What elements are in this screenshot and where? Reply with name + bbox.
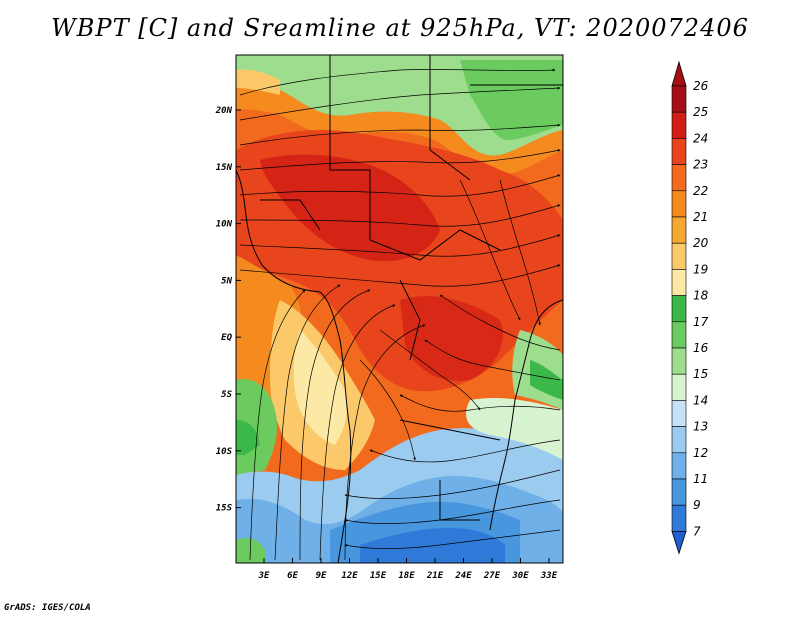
colorbar-segment	[671, 242, 687, 270]
colorbar-segment	[671, 295, 687, 323]
latitude-axis: 20N 15N 10N 5N EQ 5S 10S 15S	[215, 106, 241, 514]
colorbar-max-arrow	[671, 60, 687, 87]
colorbar-segment	[671, 216, 687, 244]
colorbar-segment	[671, 426, 687, 454]
lon-tick-label: 33E	[540, 571, 558, 581]
lon-tick-label: 12E	[341, 571, 358, 581]
colorbar-label: 11	[693, 472, 708, 486]
lon-tick-label: 18E	[398, 571, 415, 581]
colorbar-label: 17	[693, 315, 709, 329]
colorbar-label: 18	[693, 289, 709, 303]
colorbar-segment	[671, 269, 687, 296]
lat-tick-label: EQ	[221, 333, 232, 343]
lon-tick-label: 15E	[370, 571, 387, 581]
colorbar-label: 15	[693, 367, 708, 381]
colorbar-segment	[671, 111, 687, 139]
lon-tick-label: 3E	[258, 571, 270, 581]
lat-tick-label: 15N	[216, 163, 233, 173]
map-frame	[235, 54, 564, 564]
colorbar-segment	[671, 478, 687, 506]
colorbar-segment	[671, 400, 687, 427]
lat-tick-label: 5S	[221, 390, 232, 400]
lon-tick-label: 27E	[483, 571, 501, 581]
lon-tick-label: 6E	[287, 571, 298, 581]
colorbar-segment	[671, 373, 687, 401]
colorbar-label: 25	[693, 105, 708, 119]
colorbar-segment	[671, 504, 687, 532]
lon-tick-label: 30E	[511, 571, 529, 581]
lon-tick-label: 21E	[426, 571, 444, 581]
streamlines	[239, 68, 561, 561]
colorbar-label: 14	[693, 393, 708, 407]
colorbar-label: 24	[693, 131, 708, 145]
colorbar-segment	[671, 452, 687, 480]
lon-tick-label: 9E	[316, 571, 327, 581]
colorbar-label: 13	[693, 420, 708, 434]
colorbar-label: 22	[693, 184, 708, 198]
colorbar-label: 7	[693, 524, 701, 538]
colorbar-label: 26	[693, 79, 709, 93]
colorbar-label: 16	[693, 341, 709, 355]
colorbar-label: 9	[693, 498, 701, 512]
coastlines-borders	[236, 55, 563, 563]
lon-tick-label: 24E	[454, 571, 472, 581]
longitude-axis: 3E 6E 9E 12E 15E 18E 21E 24E 27E 30E 33E	[258, 558, 558, 581]
colorbar-label: 21	[693, 210, 708, 224]
colorbar-segment	[671, 321, 687, 349]
colorbar-segment	[671, 190, 687, 218]
colorbar-label: 19	[693, 262, 708, 276]
colorbar-min-arrow	[671, 531, 687, 555]
colorbar: 26 25 24 23 22 21 20 19 18 17 16 15 14 13 12 11 9 7	[671, 60, 709, 555]
colorbar-segment	[671, 85, 687, 113]
footer-credit: GrADS: IGES/COLA	[4, 603, 91, 613]
wbpt-field	[236, 55, 563, 563]
colorbar-segment	[671, 164, 687, 192]
lat-tick-label: 10N	[216, 220, 233, 230]
lat-tick-label: 10S	[216, 447, 233, 457]
colorbar-label: 23	[693, 158, 708, 172]
lat-tick-label: 15S	[216, 504, 233, 514]
chart-title: WBPT [C] and Sreamline at 925hPa, VT: 20…	[51, 14, 749, 42]
lat-tick-label: 20N	[215, 106, 233, 116]
colorbar-segment	[671, 138, 687, 165]
colorbar-label: 12	[693, 446, 708, 460]
lat-tick-label: 5N	[221, 276, 232, 286]
colorbar-segment	[671, 347, 687, 375]
colorbar-label: 20	[693, 236, 709, 250]
